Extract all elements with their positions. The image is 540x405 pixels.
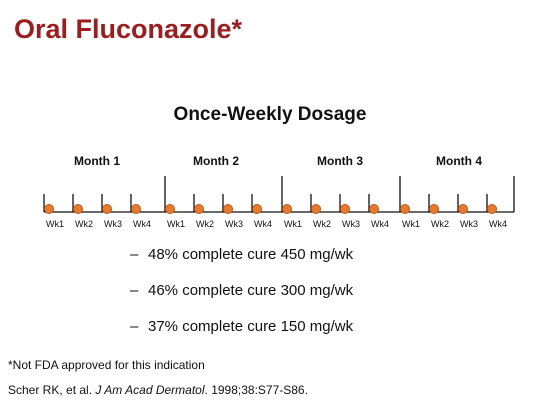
week-label: Wk1 <box>284 219 302 229</box>
result-text: 37% complete cure 150 mg/wk <box>148 318 354 335</box>
bullet-dash: – <box>130 246 139 263</box>
week-label: Wk2 <box>196 219 214 229</box>
citation-journal: J Am Acad Dermatol <box>95 383 205 397</box>
dose-dot <box>102 203 113 214</box>
week-label: Wk4 <box>254 219 272 229</box>
result-item: –37% complete cure 150 mg/wk <box>130 317 353 353</box>
dose-dot <box>251 203 262 214</box>
week-label: Wk1 <box>167 219 185 229</box>
dose-dot <box>164 203 175 214</box>
dose-dot <box>193 203 204 214</box>
dose-dot <box>457 203 468 214</box>
dose-dot <box>428 203 439 214</box>
dose-dot <box>310 203 321 214</box>
week-label: Wk4 <box>133 219 151 229</box>
week-label: Wk2 <box>75 219 93 229</box>
results-list: –48% complete cure 450 mg/wk –46% comple… <box>130 245 353 353</box>
result-item: –48% complete cure 450 mg/wk <box>130 245 353 281</box>
dose-dot <box>44 203 55 214</box>
result-item: –46% complete cure 300 mg/wk <box>130 281 353 317</box>
bullet-dash: – <box>130 282 139 299</box>
dose-dot <box>130 203 141 214</box>
week-label: Wk3 <box>460 219 478 229</box>
slide-title: Oral Fluconazole* <box>14 14 243 44</box>
dose-dot <box>281 203 292 214</box>
dose-dot <box>339 203 350 214</box>
month-label-4: Month 4 <box>436 154 482 168</box>
week-label: Wk3 <box>342 219 360 229</box>
slide-subtitle: Once-Weekly Dosage <box>173 104 367 125</box>
dose-dot <box>368 203 379 214</box>
month-label-1: Month 1 <box>74 154 120 168</box>
bullet-dash: – <box>130 318 139 335</box>
dose-dot <box>399 203 410 214</box>
dose-dot <box>73 203 84 214</box>
result-text: 48% complete cure 450 mg/wk <box>148 246 354 263</box>
week-label: Wk3 <box>225 219 243 229</box>
dose-dot <box>486 203 497 214</box>
week-label: Wk3 <box>104 219 122 229</box>
dosage-timeline: Wk1 Wk2 Wk3 Wk4 Wk1 Wk2 Wk3 Wk4 Wk1 Wk2 Wk3 Wk4 Wk1 W… <box>43 176 515 229</box>
week-label: Wk4 <box>489 219 507 229</box>
citation: Scher RK, et al. J Am Acad Dermatol. 199… <box>8 383 308 397</box>
result-text: 46% complete cure 300 mg/wk <box>148 282 354 299</box>
footnote: *Not FDA approved for this indication <box>8 358 205 372</box>
month-label-2: Month 2 <box>193 154 239 168</box>
month-label-3: Month 3 <box>317 154 363 168</box>
week-label: Wk2 <box>313 219 331 229</box>
week-label: Wk1 <box>46 219 64 229</box>
week-label: Wk1 <box>402 219 420 229</box>
week-label: Wk4 <box>371 219 389 229</box>
citation-authors: Scher RK, et al. <box>8 383 96 397</box>
week-label: Wk2 <box>431 219 449 229</box>
dose-dot <box>222 203 233 214</box>
citation-details: . 1998;38:S77-S86. <box>204 383 308 397</box>
